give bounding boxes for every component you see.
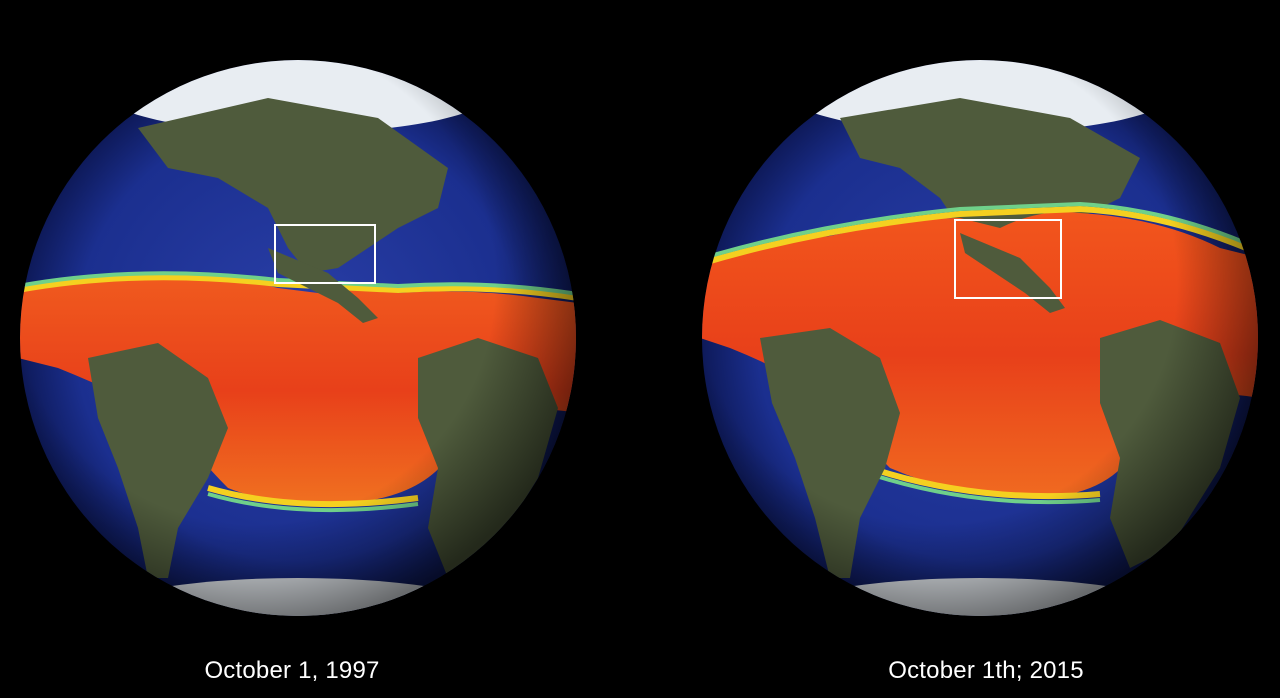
globe-2015: [700, 58, 1260, 618]
globe-1997: [18, 58, 578, 618]
caption-1997: October 1, 1997: [204, 657, 380, 684]
globe-icon: [702, 60, 1258, 616]
globe-icon: [20, 60, 576, 616]
caption-2015: October 1th; 2015: [888, 657, 1084, 684]
